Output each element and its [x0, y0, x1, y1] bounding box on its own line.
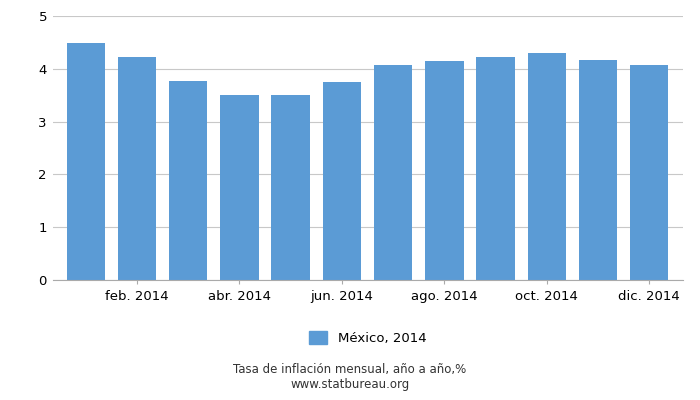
Bar — [630, 64, 668, 280]
Bar — [169, 82, 207, 280]
Text: www.statbureau.org: www.statbureau.org — [290, 378, 410, 391]
Bar — [476, 57, 514, 280]
Legend: México, 2014: México, 2014 — [303, 326, 432, 350]
Bar — [220, 95, 259, 280]
Bar — [425, 62, 463, 280]
Bar — [118, 57, 156, 280]
Text: Tasa de inflación mensual, año a año,%: Tasa de inflación mensual, año a año,% — [233, 364, 467, 376]
Bar — [323, 82, 361, 280]
Bar — [528, 53, 566, 280]
Bar — [66, 44, 105, 280]
Bar — [272, 95, 310, 280]
Bar — [374, 65, 412, 280]
Bar — [579, 60, 617, 280]
